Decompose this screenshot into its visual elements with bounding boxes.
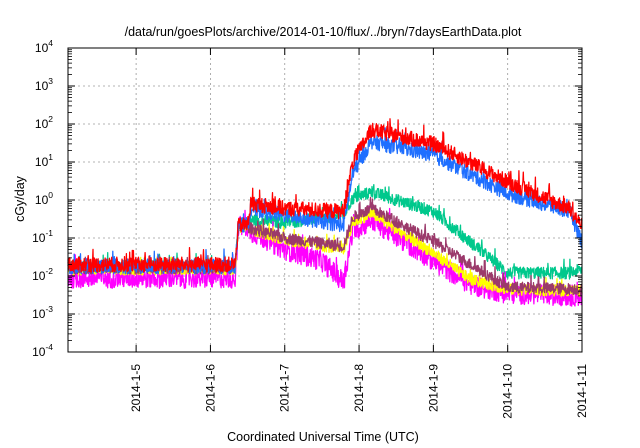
- series-line: [67, 118, 583, 273]
- y-tick-label: 101: [35, 152, 53, 169]
- x-tick-label: 2014-1-11: [575, 364, 589, 418]
- y-axis-ticks: 10-4 10-3 10-2 10-1 100 101 102 103 104: [32, 38, 582, 359]
- series-line: [67, 205, 583, 307]
- y-tick-label: 104: [35, 38, 53, 55]
- y-tick-label: 103: [35, 76, 53, 93]
- y-tick-label: 10-3: [32, 304, 53, 321]
- grid-lines: [68, 48, 582, 352]
- y-tick-label: 10-2: [32, 266, 53, 283]
- x-tick-label: 2014-1-5: [129, 364, 143, 412]
- y-tick-label: 10-1: [32, 228, 53, 245]
- y-tick-label: 10-4: [32, 342, 53, 359]
- x-axis-ticks: 2014-1-5 2014-1-6 2014-1-7 2014-1-8 2014-1-9…: [129, 48, 589, 419]
- y-tick-label: 100: [35, 190, 53, 207]
- x-tick-label: 2014-1-8: [352, 364, 366, 412]
- x-tick-label: 2014-1-7: [278, 364, 292, 412]
- x-axis-label: Coordinated Universal Time (UTC): [227, 430, 419, 444]
- x-tick-label: 2014-1-9: [426, 364, 440, 412]
- y-tick-label: 102: [35, 114, 53, 131]
- data-series: [67, 118, 583, 307]
- chart-title: /data/run/goesPlots/archive/2014-01-10/f…: [125, 25, 522, 39]
- x-tick-label: 2014-1-6: [203, 364, 217, 412]
- x-tick-label: 2014-1-10: [501, 364, 515, 419]
- y-axis-label: cGy/day: [13, 175, 27, 222]
